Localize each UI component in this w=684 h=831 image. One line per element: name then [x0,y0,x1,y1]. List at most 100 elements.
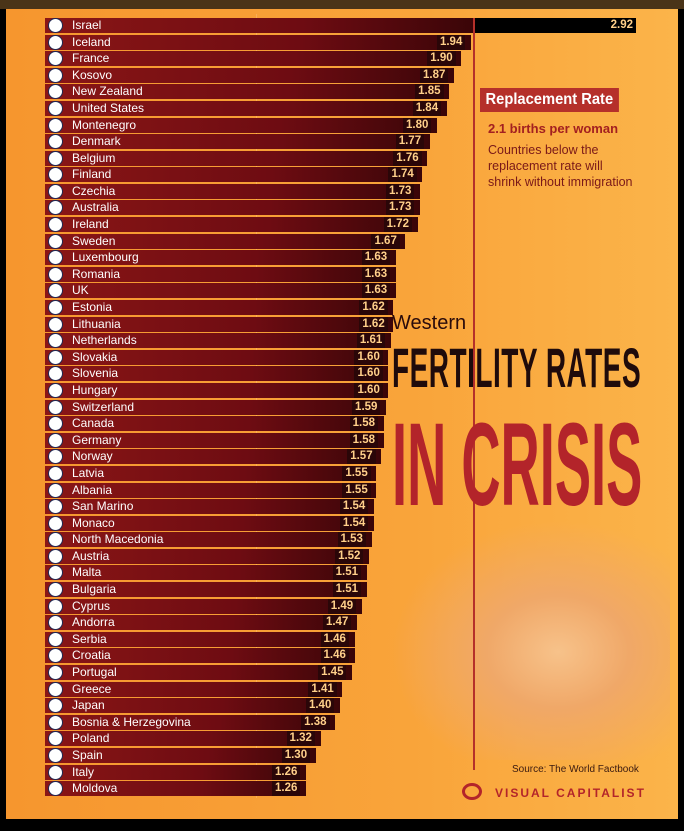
country-label: Malta [72,565,102,580]
country-label: Poland [72,731,110,746]
country-label: Belgium [72,150,116,165]
flag-icon [48,167,63,183]
bar [45,349,389,365]
flag-icon [48,250,63,266]
bar [45,382,389,398]
bar [45,598,362,614]
value-label: 1.63 [361,283,391,299]
country-label: Norway [72,449,113,464]
country-label: United States [72,100,145,115]
country-label: Lithuania [72,316,121,331]
replacement-rate-line [473,18,475,770]
value-label: 1.46 [320,631,349,647]
flag-icon [48,117,63,133]
bar [45,781,306,797]
bar [45,134,430,150]
flag-icon [48,34,63,50]
flag-icon [48,51,63,67]
country-label: Andorra [72,615,115,630]
value-label: 1.51 [332,565,362,581]
country-label: Australia [72,200,119,215]
flag-icon [48,200,63,216]
flag-icon [48,416,63,432]
value-label: 1.57 [347,449,376,465]
value-label: 1.62 [359,300,388,316]
bar [45,233,406,249]
bar [45,167,423,183]
country-label: Montenegro [72,117,137,132]
flag-icon [48,183,63,199]
country-label: Greece [72,681,112,696]
value-label: 1.90 [427,51,456,67]
flag-icon [48,532,63,548]
flag-icon [48,432,63,448]
flag-icon [48,233,63,249]
country-label: Netherlands [72,333,137,348]
value-label: 1.85 [415,84,444,100]
flag-icon [48,548,63,564]
flag-icon [48,515,63,531]
bar [45,648,355,664]
value-label: 1.77 [395,134,425,150]
flag-icon [48,648,63,664]
value-label: 1.41 [308,681,337,697]
value-label: 1.58 [349,416,379,432]
country-label: Austria [72,548,110,563]
country-label: Iceland [72,34,111,49]
value-label: 1.80 [403,117,432,133]
value-label: 1.47 [322,615,352,631]
flag-icon [48,764,63,780]
bar [45,582,367,598]
value-label: 1.54 [339,515,369,531]
country-label: Switzerland [72,399,135,414]
country-label: Portugal [72,665,117,679]
bar [45,432,384,448]
country-label: Kosovo [72,67,113,82]
bar [45,449,382,465]
country-label: Canada [72,416,115,431]
value-label: 1.51 [332,582,362,598]
country-label: UK [72,283,89,298]
flag-icon [48,681,63,697]
value-label: 1.74 [388,167,417,183]
country-label: San Marino [72,499,134,514]
flag-icon [48,266,63,282]
country-label: Bulgaria [72,582,117,597]
value-label: 1.49 [327,598,357,614]
flag-icon [48,615,63,631]
bar [45,67,454,83]
flag-icon [48,366,63,382]
flag-icon [48,67,63,83]
value-label: 1.26 [272,781,301,797]
bar [45,665,353,680]
bar [45,565,367,581]
country-label: Slovakia [72,349,118,364]
value-label: 2.92 [474,18,636,33]
value-label: 1.94 [436,34,466,50]
flag-icon [48,665,63,680]
country-label: Sweden [72,233,116,248]
bar [45,416,384,432]
country-label: Romania [72,266,121,281]
visual-capitalist-logo-icon [462,783,482,800]
bar [45,150,428,166]
country-label: Albania [72,482,113,497]
country-label: Cyprus [72,598,111,613]
country-label: Italy [72,764,95,779]
country-label: Monaco [72,515,115,530]
value-label: 1.38 [301,714,330,730]
value-label: 1.58 [349,432,379,448]
replacement-rate-value: 2.1 births per woman [488,121,619,136]
value-label: 1.30 [281,747,311,763]
country-label: France [72,51,110,66]
replacement-rate-note: Countries below the replacement rate wil… [488,143,633,189]
value-label: 1.63 [361,250,391,266]
bar [45,482,377,498]
bar [45,499,374,515]
country-label: Hungary [72,382,118,397]
title-prefix: Western [392,312,467,334]
country-label: Czechia [72,183,116,198]
flag-icon [48,283,63,299]
flag-icon [48,100,63,116]
